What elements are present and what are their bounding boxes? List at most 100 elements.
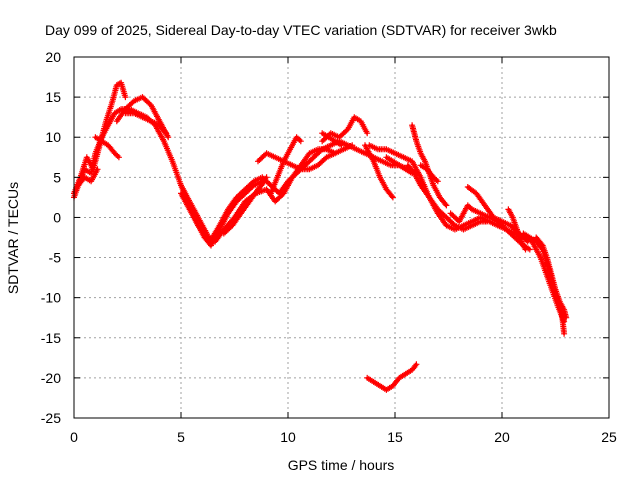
data-point xyxy=(507,208,510,211)
data-point xyxy=(372,160,375,163)
series-sat-u xyxy=(447,202,475,225)
data-point xyxy=(466,185,469,189)
series-sat-o xyxy=(362,142,396,201)
data-point xyxy=(171,160,174,163)
data-point xyxy=(333,152,337,155)
data-point xyxy=(113,152,116,155)
data-point xyxy=(479,212,482,215)
data-point xyxy=(141,115,144,119)
data-point xyxy=(391,196,395,199)
data-point xyxy=(340,144,343,147)
data-point xyxy=(196,224,200,227)
data-point xyxy=(107,144,110,147)
data-point xyxy=(263,180,266,183)
data-point xyxy=(419,176,422,179)
data-point xyxy=(393,152,397,155)
data-point xyxy=(524,248,527,251)
data-point xyxy=(158,119,161,123)
data-point xyxy=(321,140,324,143)
data-point xyxy=(179,192,183,195)
data-point xyxy=(244,192,247,195)
data-point xyxy=(368,144,371,147)
data-point xyxy=(235,196,238,199)
data-point xyxy=(295,136,298,139)
data-point xyxy=(562,332,566,335)
data-point xyxy=(282,160,285,163)
data-point xyxy=(291,164,294,167)
data-point xyxy=(378,384,382,388)
data-point xyxy=(132,111,136,115)
data-point xyxy=(321,132,324,135)
axis-ticks: 0 5 10 15 20 25 20 15 10 5 0 -5 -10 -15 -20 -25 xyxy=(41,49,617,445)
data-point xyxy=(346,128,350,131)
y-tick-label: 5 xyxy=(53,169,61,185)
data-point xyxy=(496,220,499,223)
data-point xyxy=(483,204,487,207)
series-sat-m xyxy=(319,130,345,149)
data-point xyxy=(449,212,452,215)
data-point xyxy=(402,156,405,159)
series-sat-l xyxy=(319,114,371,145)
data-point xyxy=(453,216,457,219)
data-point xyxy=(308,168,311,171)
data-point xyxy=(158,123,161,127)
data-point xyxy=(303,164,307,167)
data-point xyxy=(513,236,517,239)
data-point xyxy=(288,148,292,151)
data-point xyxy=(149,103,153,107)
data-point xyxy=(124,95,127,99)
data-point xyxy=(209,244,213,247)
data-point xyxy=(104,119,108,123)
data-point xyxy=(425,168,429,171)
data-point xyxy=(188,208,191,211)
series-sat-n xyxy=(366,142,568,325)
data-point xyxy=(415,363,418,366)
x-tick-label: 10 xyxy=(280,429,296,445)
data-point xyxy=(515,228,519,231)
data-point xyxy=(226,208,230,211)
data-point xyxy=(113,111,116,115)
series-sat-z xyxy=(364,361,420,393)
data-point xyxy=(554,288,557,291)
data-point xyxy=(419,164,422,167)
data-point xyxy=(479,220,482,223)
data-point xyxy=(436,208,439,211)
data-point xyxy=(218,224,221,227)
series-markers xyxy=(366,142,568,325)
data-point xyxy=(291,176,294,179)
series-markers xyxy=(178,138,420,243)
data-point xyxy=(329,144,332,147)
data-point xyxy=(479,216,482,219)
data-point xyxy=(244,188,247,191)
series-sat-k xyxy=(267,134,304,197)
gridlines xyxy=(74,57,609,418)
data-point xyxy=(325,148,328,151)
x-tick-label: 25 xyxy=(601,429,617,445)
data-point xyxy=(432,176,435,179)
data-point xyxy=(438,196,442,199)
data-point xyxy=(410,368,414,372)
data-point xyxy=(363,144,367,147)
data-point xyxy=(282,192,285,195)
data-point xyxy=(436,180,439,183)
data-point xyxy=(119,107,123,111)
x-tick-label: 5 xyxy=(177,429,185,445)
data-point xyxy=(562,308,566,311)
chart-title: Day 099 of 2025, Sidereal Day-to-day VTE… xyxy=(45,22,557,38)
data-point xyxy=(462,224,465,227)
data-point xyxy=(190,204,193,207)
data-point xyxy=(327,136,330,139)
data-point xyxy=(372,380,375,384)
data-point xyxy=(333,140,337,143)
data-point xyxy=(115,119,119,123)
data-point xyxy=(520,240,523,243)
data-point xyxy=(509,224,512,227)
x-tick-label: 0 xyxy=(70,429,78,445)
data-point xyxy=(124,111,127,115)
data-point xyxy=(470,208,474,211)
data-point xyxy=(466,204,469,207)
data-point xyxy=(166,136,170,139)
data-point xyxy=(252,184,255,187)
data-point xyxy=(445,216,448,219)
